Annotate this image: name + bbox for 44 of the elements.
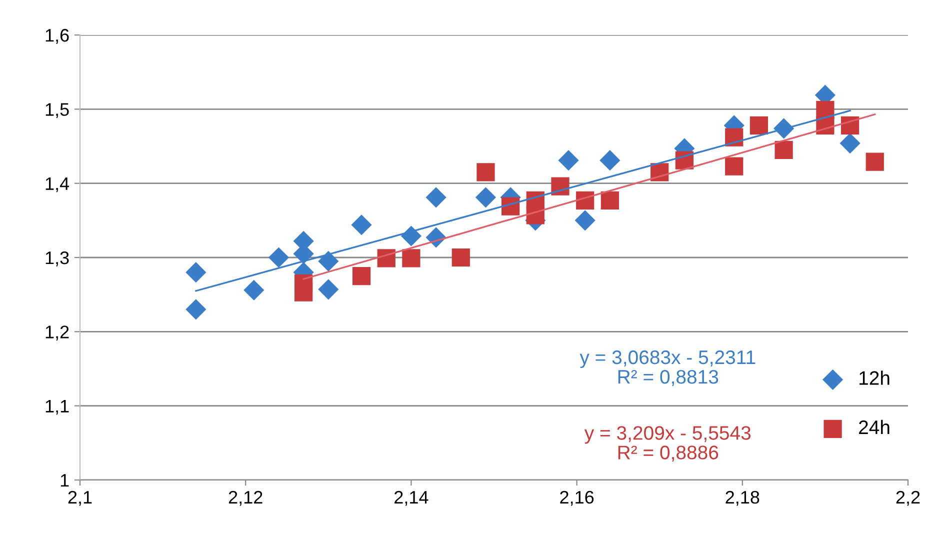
y-tick-label: 1,4 — [46, 177, 70, 192]
point — [318, 279, 339, 300]
y-tick-label: 1,6 — [46, 28, 69, 44]
annotation: y = 3,0683x - 5,2311 R² = 0,8813 — [580, 350, 756, 386]
point — [725, 157, 744, 176]
x-tick-label: 2,16 — [560, 490, 594, 506]
point — [426, 187, 446, 208]
point — [574, 210, 596, 231]
y-tick-label: 1,1 — [46, 400, 69, 415]
point — [475, 187, 496, 208]
point — [268, 247, 290, 268]
point — [866, 152, 884, 171]
point — [600, 150, 620, 171]
x-tick-label: 2,12 — [228, 490, 262, 506]
point — [551, 177, 570, 196]
legend-label: 24h — [859, 420, 890, 434]
point — [318, 250, 339, 272]
point — [402, 249, 420, 268]
y-tick-label: 1,3 — [46, 251, 69, 266]
annotation: y = 3,209x - 5,5543 R² = 0,8886 — [584, 426, 751, 462]
x-tick-label: 2,1 — [68, 490, 92, 506]
y-tick-label: 1 — [60, 474, 69, 487]
point — [186, 262, 206, 283]
point — [840, 132, 860, 154]
point — [351, 214, 372, 236]
x-tick-label: 2,14 — [394, 490, 428, 506]
y-tick-label: 1,2 — [46, 326, 69, 341]
point — [244, 280, 264, 300]
legend-label: 12h — [860, 370, 890, 385]
point — [352, 266, 371, 286]
point — [294, 283, 313, 302]
point — [558, 150, 579, 171]
point — [400, 226, 422, 246]
x-tick-label: 2,18 — [726, 490, 760, 506]
point — [774, 140, 793, 160]
point — [600, 191, 619, 210]
y-tick-label: 1,5 — [46, 103, 69, 118]
x-tick-label: 2,2 — [896, 490, 920, 506]
point — [452, 248, 470, 267]
point — [377, 249, 396, 268]
point — [750, 116, 768, 135]
point — [526, 206, 544, 224]
point — [476, 163, 495, 182]
point — [186, 299, 206, 320]
